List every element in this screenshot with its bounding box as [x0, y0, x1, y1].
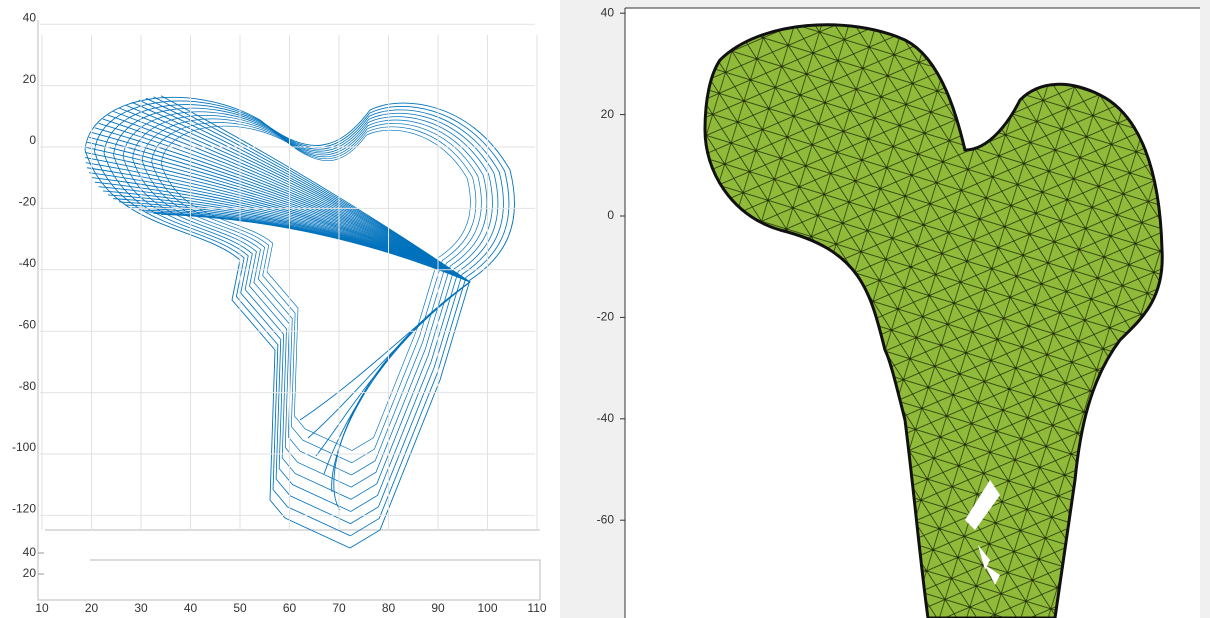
page: {"left_plot": {"yticks": [40, 20, 0, -20… [0, 0, 1210, 618]
x-tick-label: 90 [431, 601, 445, 615]
left-background [0, 0, 555, 618]
x-tick-label: 30 [134, 601, 148, 615]
y-tick-label: -60 [19, 317, 37, 331]
y-tick-label: 0 [607, 208, 614, 222]
y-tick-label: -20 [19, 195, 37, 209]
y-tick-label: 40 [601, 5, 615, 19]
y-tick-label: -40 [19, 256, 37, 270]
x-tick-label: 80 [382, 601, 396, 615]
y-tick-label: -40 [597, 411, 615, 425]
y-tick-label: 20 [601, 107, 615, 121]
y-tick-label: -20 [597, 310, 615, 324]
x-tick-label: 110 [527, 601, 546, 615]
y-tick-label: 20 [23, 72, 37, 86]
x-tick-label: 40 [184, 601, 198, 615]
z-tick-label: 20 [23, 566, 37, 580]
screenshot: 40 20 0 -20 -40 -60 -80 -100 -120 10 20 30 40 50 60 70 8… [0, 0, 1210, 618]
x-tick-label: 60 [283, 601, 297, 615]
x-tick-label: 70 [332, 601, 346, 615]
y-tick-label: -120 [12, 502, 36, 516]
x-tick-label: 100 [477, 601, 497, 615]
left-plot: 40 20 0 -20 -40 -60 -80 -100 -120 10 20 30 40 50 60 70 8… [0, 0, 555, 618]
y-tick-label: 40 [23, 10, 37, 24]
right-plot: 40 20 0 -20 -40 -60 [560, 0, 1210, 618]
x-tick-label: 10 [35, 601, 49, 615]
z-tick-label: 40 [23, 545, 37, 559]
y-tick-label: -80 [19, 379, 37, 393]
x-tick-label: 50 [233, 601, 247, 615]
x-tick-label: 20 [85, 601, 99, 615]
y-tick-label: 0 [29, 133, 36, 147]
y-tick-label: -60 [597, 512, 615, 526]
y-tick-label: -100 [12, 440, 36, 454]
